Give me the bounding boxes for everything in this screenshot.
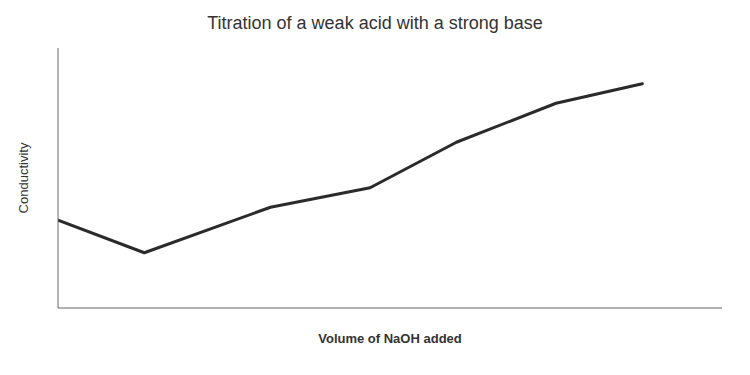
html-text:Titration of a weak acid with: Titration of a weak acid with a strong b… <box>207 13 543 33</box>
svg-text:Conductivity: Conductivity <box>16 142 31 213</box>
svg-text:Volume of NaOH added: Volume of NaOH added <box>318 331 462 346</box>
